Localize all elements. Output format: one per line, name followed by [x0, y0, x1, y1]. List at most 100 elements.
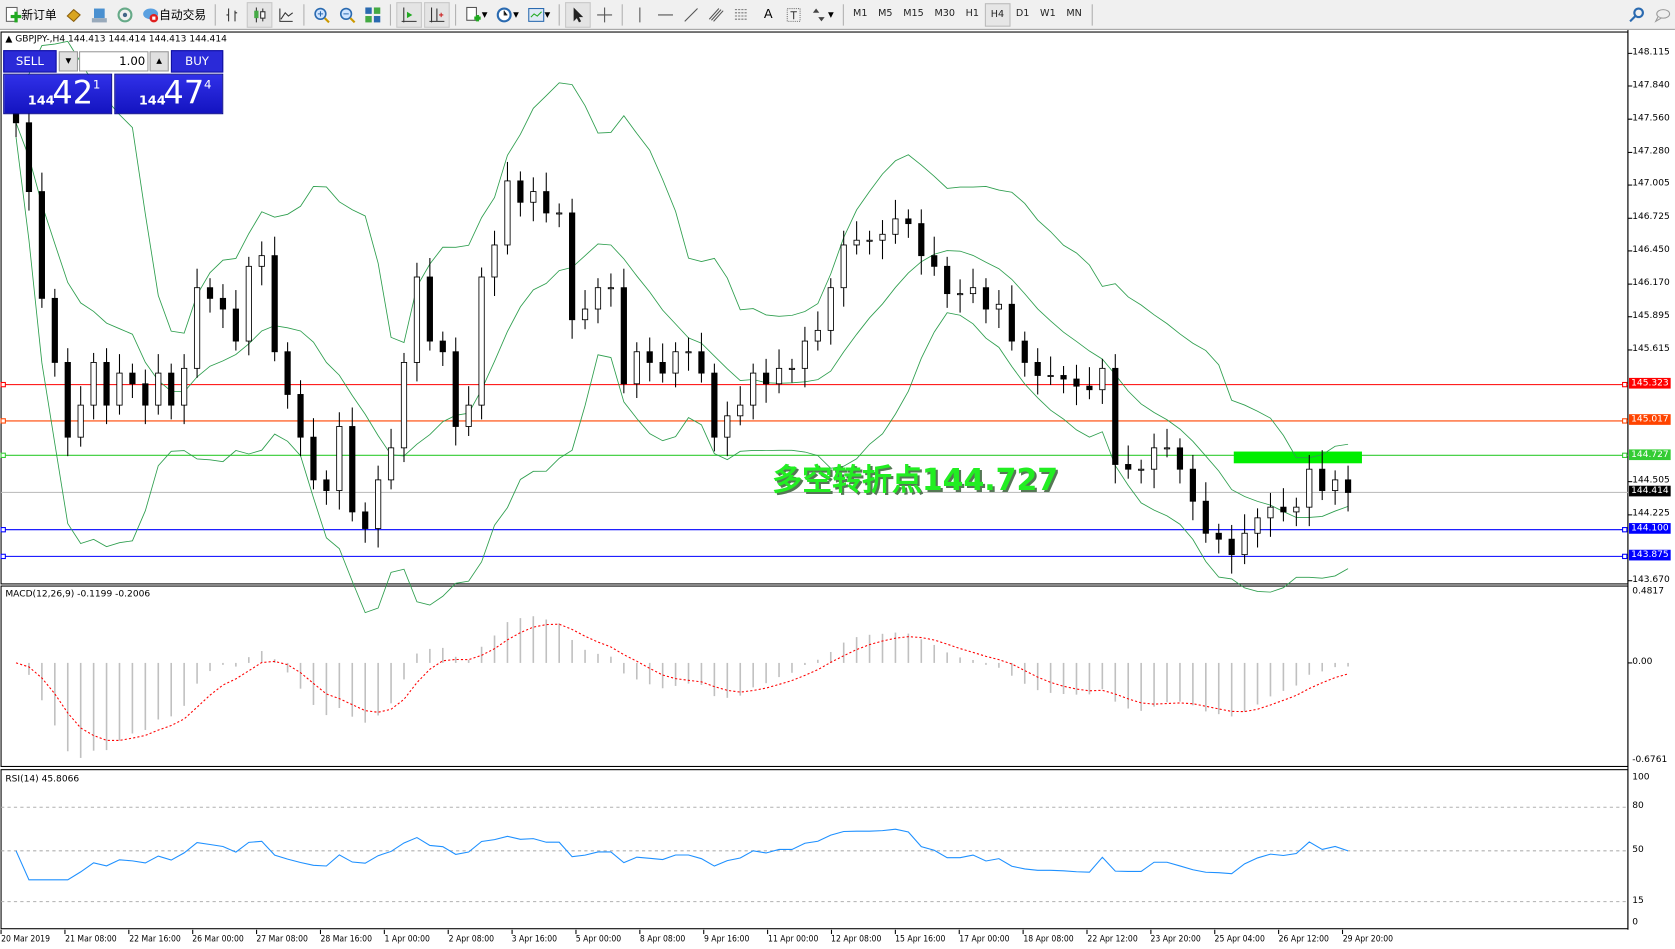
collapse-arrow-icon[interactable]: ▲: [5, 34, 16, 45]
lot-size-input[interactable]: [79, 51, 149, 72]
macd-tick-label: 0.4817: [1632, 586, 1664, 597]
price-tick-label: 147.840: [1632, 79, 1670, 91]
auto-trading-label: 自动交易: [159, 8, 207, 22]
lot-increase-button[interactable]: ▲: [149, 51, 169, 72]
level-handle: [1622, 452, 1628, 458]
text-icon: A: [763, 5, 773, 21]
tile-windows-icon: [364, 6, 381, 23]
candle-body: [607, 287, 615, 290]
zoom-in-button[interactable]: [310, 3, 334, 26]
candle-body: [362, 511, 369, 529]
separator: [389, 3, 391, 26]
horizontal-line-tool[interactable]: [654, 3, 678, 26]
macd-tick-label: -0.6761: [1632, 754, 1668, 766]
candle-body: [271, 255, 278, 353]
bar-chart-button[interactable]: [221, 3, 245, 26]
lot-decrease-button[interactable]: ▼: [58, 51, 78, 72]
timeframe-m30[interactable]: M30: [934, 8, 955, 19]
chart-shift-button[interactable]: [424, 1, 450, 28]
candle-body: [1112, 367, 1119, 465]
new-order-button[interactable]: 新订单: [1, 3, 60, 26]
price-tick-label: 146.450: [1632, 244, 1670, 256]
candle-body: [1267, 506, 1274, 519]
market-watch-button[interactable]: [62, 3, 86, 26]
text-tool[interactable]: A: [756, 3, 780, 26]
buy-price[interactable]: 144 47 4: [114, 73, 224, 115]
bollinger-band-middle: [15, 122, 1349, 518]
fibonacci-tool[interactable]: [731, 3, 755, 26]
one-click-trading-panel: SELL ▼ ▲ BUY 144 42 1 144 47 4: [3, 50, 224, 115]
timeframe-w1[interactable]: W1: [1040, 8, 1056, 19]
timeframe-m15[interactable]: M15: [903, 8, 924, 19]
cursor-tool[interactable]: [565, 1, 591, 28]
timeframe-h4[interactable]: H4: [984, 2, 1011, 27]
candle-body: [349, 426, 356, 513]
dropdown-arrow-icon: ▼: [481, 10, 488, 19]
equidistant-channel-tool[interactable]: [705, 3, 729, 26]
candle-body: [491, 244, 498, 278]
candle-body: [711, 372, 718, 438]
candle-body: [206, 287, 214, 299]
line-chart-button[interactable]: [275, 3, 299, 26]
candle-body: [452, 351, 459, 427]
channel-icon: [708, 6, 725, 23]
auto-trading-button[interactable]: 自动交易: [139, 3, 210, 26]
timeframe-m5[interactable]: M5: [878, 8, 893, 19]
sell-button[interactable]: SELL: [3, 50, 57, 73]
zoom-out-button[interactable]: [335, 3, 359, 26]
vertical-line-icon: [631, 6, 648, 23]
timeframe-h1[interactable]: H1: [965, 8, 980, 19]
signals-button[interactable]: [113, 3, 137, 26]
chart-window[interactable]: [0, 29, 1675, 949]
timeframe-m1[interactable]: M1: [853, 8, 868, 19]
candle-body: [879, 233, 886, 241]
candle-body: [763, 372, 770, 385]
candle-body: [219, 297, 227, 310]
arrows-tool[interactable]: ▼: [808, 3, 837, 26]
timeframe-mn[interactable]: MN: [1066, 8, 1082, 19]
separator: [214, 3, 216, 26]
candle-body: [1306, 468, 1313, 508]
candle-body: [90, 361, 97, 406]
candle-body: [310, 436, 317, 481]
periods-button[interactable]: ▼: [493, 3, 522, 26]
time-axis-label: 26 Mar 00:00: [192, 934, 245, 945]
folder-icon: [65, 6, 82, 23]
auto-scroll-button[interactable]: [396, 1, 422, 28]
candle-body: [1125, 464, 1132, 470]
templates-button[interactable]: ▼: [524, 3, 553, 26]
candle-body: [426, 276, 433, 342]
candle-body: [556, 212, 563, 215]
sell-price[interactable]: 144 42 1: [3, 73, 113, 115]
candle-body: [465, 404, 472, 427]
candle-body: [1034, 361, 1041, 376]
timeframe-d1[interactable]: D1: [1015, 8, 1030, 19]
buy-button[interactable]: BUY: [170, 50, 224, 73]
search-button[interactable]: [1625, 3, 1649, 26]
candle-body: [103, 361, 110, 406]
navigator-icon: [91, 6, 108, 23]
trendline-tool[interactable]: [680, 3, 704, 26]
crosshair-tool[interactable]: [593, 3, 617, 26]
time-axis-label: 29 Apr 20:00: [1342, 934, 1393, 945]
text-label-tool[interactable]: [782, 3, 806, 26]
indicators-button[interactable]: ▼: [461, 3, 490, 26]
signal-icon: [116, 6, 133, 23]
chat-button[interactable]: [1650, 3, 1674, 26]
candle-body: [892, 218, 899, 235]
tile-windows-button[interactable]: [361, 3, 385, 26]
candle-body: [633, 351, 640, 385]
pivot-annotation[interactable]: 多空转折点144.727: [772, 462, 1059, 498]
candle-body: [25, 122, 33, 193]
template-icon: [527, 6, 545, 23]
candle-body: [1215, 532, 1222, 540]
time-axis-label: 5 Apr 00:00: [575, 934, 622, 945]
candle-body: [1047, 375, 1054, 377]
vertical-line-tool[interactable]: [628, 3, 652, 26]
clock-icon: [496, 6, 513, 23]
candle-body: [1008, 303, 1015, 342]
candlestick-button[interactable]: [246, 1, 273, 28]
chart-canvas[interactable]: [0, 29, 1675, 949]
navigator-button[interactable]: [88, 3, 112, 26]
